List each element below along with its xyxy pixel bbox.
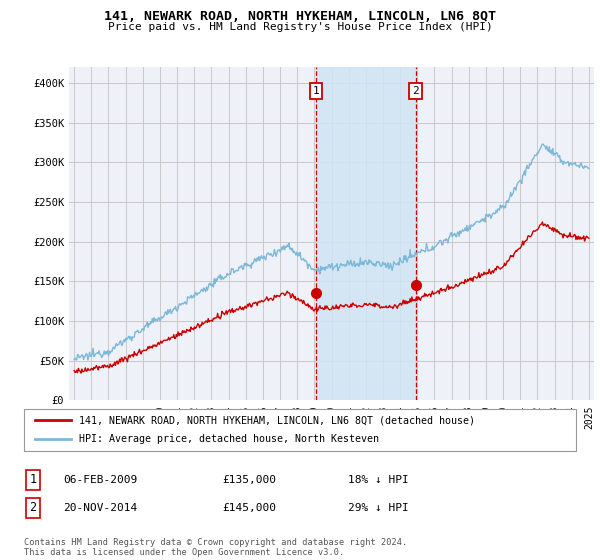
Text: £145,000: £145,000 (222, 503, 276, 513)
Text: 1: 1 (313, 86, 319, 96)
Text: 29% ↓ HPI: 29% ↓ HPI (348, 503, 409, 513)
FancyBboxPatch shape (24, 409, 576, 451)
Text: HPI: Average price, detached house, North Kesteven: HPI: Average price, detached house, Nort… (79, 435, 379, 445)
Text: 2: 2 (412, 86, 419, 96)
Text: 18% ↓ HPI: 18% ↓ HPI (348, 475, 409, 485)
Text: 20-NOV-2014: 20-NOV-2014 (63, 503, 137, 513)
Bar (316, 67, 416, 400)
Text: 1: 1 (29, 473, 37, 487)
Text: Contains HM Land Registry data © Crown copyright and database right 2024.
This d: Contains HM Land Registry data © Crown c… (24, 538, 407, 557)
Text: 141, NEWARK ROAD, NORTH HYKEHAM, LINCOLN, LN6 8QT (detached house): 141, NEWARK ROAD, NORTH HYKEHAM, LINCOLN… (79, 415, 475, 425)
Text: 141, NEWARK ROAD, NORTH HYKEHAM, LINCOLN, LN6 8QT: 141, NEWARK ROAD, NORTH HYKEHAM, LINCOLN… (104, 10, 496, 23)
Text: £135,000: £135,000 (222, 475, 276, 485)
Text: 2: 2 (29, 501, 37, 515)
Text: Price paid vs. HM Land Registry's House Price Index (HPI): Price paid vs. HM Land Registry's House … (107, 22, 493, 32)
Text: 06-FEB-2009: 06-FEB-2009 (63, 475, 137, 485)
